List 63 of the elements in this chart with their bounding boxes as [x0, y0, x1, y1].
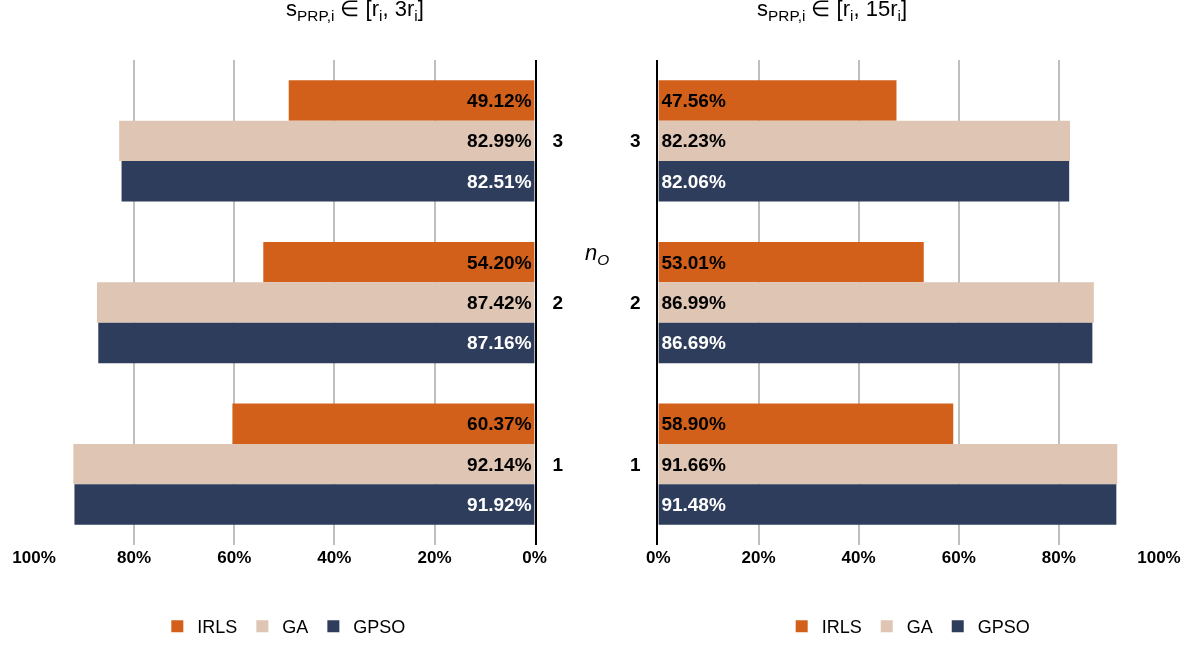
data-label: 82.23%: [661, 130, 726, 152]
x-tick-label: 100%: [12, 548, 56, 567]
x-tick-label: 100%: [1137, 548, 1181, 567]
x-tick-label: 40%: [317, 548, 352, 567]
x-tick-label: 80%: [117, 548, 152, 567]
data-label: 82.51%: [467, 170, 532, 192]
data-label: 58.90%: [661, 413, 726, 435]
data-label: 82.06%: [661, 170, 726, 192]
bar: [658, 443, 1118, 485]
data-label: 92.14%: [467, 453, 532, 475]
x-tick-label: 20%: [417, 548, 452, 567]
x-tick-label: 60%: [217, 548, 252, 567]
bar: [119, 120, 535, 162]
legend-label: GA: [906, 617, 933, 638]
data-label: 91.66%: [661, 453, 726, 475]
y-tick-label: 2: [552, 292, 563, 314]
bar: [658, 161, 1070, 202]
bar: [73, 443, 535, 485]
legend-label: GA: [282, 617, 309, 638]
x-tick-label: 80%: [1041, 548, 1076, 567]
y-tick-label: 1: [552, 453, 564, 475]
data-label: 86.69%: [661, 332, 726, 354]
y-tick-label: 2: [630, 292, 641, 314]
bar: [658, 241, 924, 283]
bar: [98, 322, 535, 364]
y-tick-label: 3: [630, 130, 641, 152]
bar: [121, 161, 535, 202]
bar: [658, 403, 954, 444]
x-tick-label: 60%: [941, 548, 976, 567]
bar: [263, 241, 535, 283]
bar: [658, 120, 1071, 162]
legend-label: GPSO: [977, 617, 1030, 638]
data-label: 49.12%: [467, 89, 532, 111]
x-tick-label: 0%: [646, 548, 671, 567]
bar: [658, 322, 1093, 364]
bar: [658, 484, 1117, 525]
y-tick-label: 3: [552, 130, 563, 152]
x-tick-label: 0%: [522, 548, 547, 567]
y-tick-label: 1: [630, 453, 641, 475]
legend-label: IRLS: [821, 617, 862, 638]
bar: [288, 80, 535, 121]
data-label: 87.16%: [467, 332, 532, 354]
data-label: 87.42%: [467, 292, 532, 313]
legend-label: GPSO: [353, 617, 406, 638]
bar: [74, 484, 535, 525]
chart-title: s$_{PRP,i}$ ∈ [r$_{i}$, 15r$_{i}$]: [757, 0, 908, 24]
x-tick-label: 40%: [841, 548, 876, 567]
data-label: 54.20%: [467, 251, 532, 273]
bar: [658, 282, 1094, 323]
bar: [658, 80, 897, 121]
y-axis-title: n$_{O}$: [585, 240, 610, 268]
data-label: 53.01%: [661, 251, 726, 273]
bar: [232, 403, 535, 444]
data-label: 82.99%: [467, 130, 532, 152]
chart-title: s$_{PRP,i}$ ∈ [r$_{i}$, 3r$_{i}$]: [286, 0, 424, 24]
x-tick-label: 20%: [741, 548, 776, 567]
legend-label: IRLS: [197, 617, 238, 638]
data-label: 60.37%: [467, 413, 532, 435]
data-label: 91.92%: [467, 494, 532, 516]
data-label: 47.56%: [661, 89, 726, 111]
data-label: 86.99%: [661, 292, 726, 313]
bar: [96, 282, 535, 323]
data-label: 91.48%: [661, 494, 726, 516]
